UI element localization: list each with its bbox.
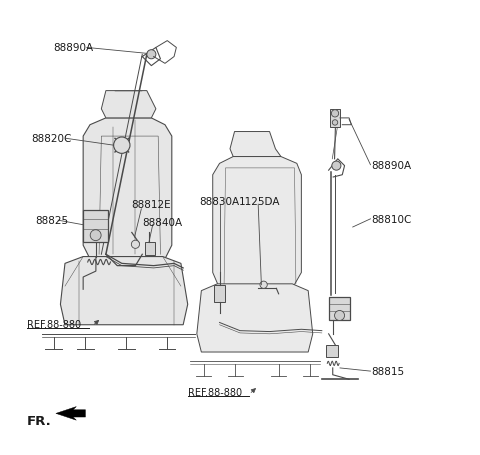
Text: 88830A: 88830A bbox=[199, 196, 239, 206]
Polygon shape bbox=[56, 407, 85, 420]
Bar bbox=[144, 242, 155, 256]
Text: 88810C: 88810C bbox=[371, 214, 411, 224]
Text: 88815: 88815 bbox=[371, 366, 404, 376]
Circle shape bbox=[332, 121, 338, 126]
Polygon shape bbox=[197, 284, 313, 352]
Circle shape bbox=[114, 138, 130, 154]
Text: 88890A: 88890A bbox=[54, 43, 94, 53]
Circle shape bbox=[335, 311, 345, 321]
Text: 88825: 88825 bbox=[36, 216, 69, 226]
Polygon shape bbox=[213, 157, 301, 289]
Bar bbox=[329, 297, 350, 320]
Circle shape bbox=[331, 111, 339, 118]
Polygon shape bbox=[83, 119, 172, 264]
Bar bbox=[330, 110, 340, 128]
Polygon shape bbox=[230, 132, 281, 157]
Text: 88820C: 88820C bbox=[31, 134, 71, 144]
Circle shape bbox=[90, 230, 101, 241]
Bar bbox=[83, 210, 108, 242]
Bar bbox=[214, 285, 226, 302]
Circle shape bbox=[147, 51, 156, 60]
Text: 1125DA: 1125DA bbox=[239, 196, 281, 206]
Circle shape bbox=[132, 241, 140, 249]
Bar bbox=[326, 345, 338, 358]
Circle shape bbox=[260, 282, 267, 289]
Text: 88812E: 88812E bbox=[131, 200, 170, 210]
Circle shape bbox=[332, 162, 341, 171]
Polygon shape bbox=[60, 257, 188, 325]
Text: 88840A: 88840A bbox=[142, 218, 182, 228]
Text: FR.: FR. bbox=[27, 414, 52, 427]
Text: REF.88-880: REF.88-880 bbox=[27, 319, 82, 329]
Text: 88890A: 88890A bbox=[371, 160, 411, 170]
Text: REF.88-880: REF.88-880 bbox=[188, 387, 242, 397]
Polygon shape bbox=[101, 91, 156, 119]
